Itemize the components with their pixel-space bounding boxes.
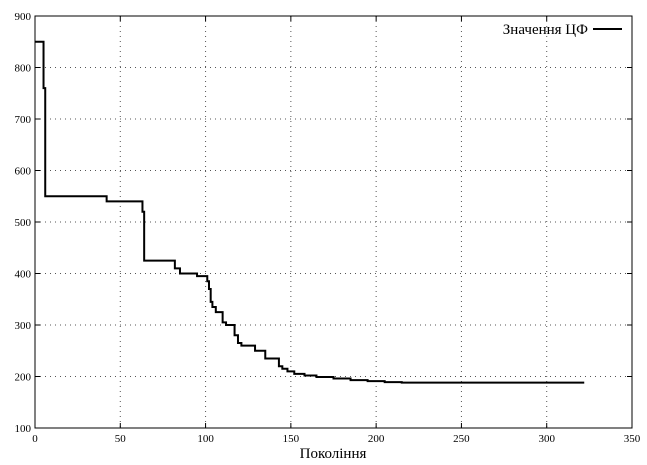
y-tick-label: 300 bbox=[15, 320, 32, 332]
x-tick-label: 300 bbox=[538, 433, 555, 445]
series-line-0 bbox=[35, 40, 585, 384]
x-tick-label: 100 bbox=[197, 433, 214, 445]
y-tick-label: 400 bbox=[15, 269, 32, 281]
y-tick-label: 200 bbox=[15, 372, 32, 384]
x-tick-label: 0 bbox=[32, 433, 38, 445]
grid bbox=[35, 16, 632, 428]
x-tick-label: 350 bbox=[624, 433, 641, 445]
plot-background bbox=[35, 16, 632, 428]
legend: Значення ЦФ bbox=[503, 22, 622, 38]
x-tick-label: 150 bbox=[283, 433, 300, 445]
series-group bbox=[35, 40, 585, 384]
x-tick-label: 200 bbox=[368, 433, 385, 445]
x-tick-label: 50 bbox=[115, 433, 127, 445]
x-axis-label: Покоління bbox=[300, 446, 367, 462]
y-tick-label: 600 bbox=[15, 166, 32, 178]
y-tick-label: 100 bbox=[15, 423, 32, 435]
tick-labels: 0 50 100 150 200 250 300 350 100 200 300 400 500 600 7… bbox=[15, 11, 641, 445]
y-tick-label: 500 bbox=[15, 217, 32, 229]
legend-label: Значення ЦФ bbox=[503, 22, 588, 38]
y-tick-label: 900 bbox=[15, 11, 32, 23]
plot-frame bbox=[34, 15, 633, 429]
y-tick-label: 800 bbox=[15, 63, 32, 75]
y-tick-label: 700 bbox=[15, 114, 32, 126]
x-tick-label: 250 bbox=[453, 433, 470, 445]
